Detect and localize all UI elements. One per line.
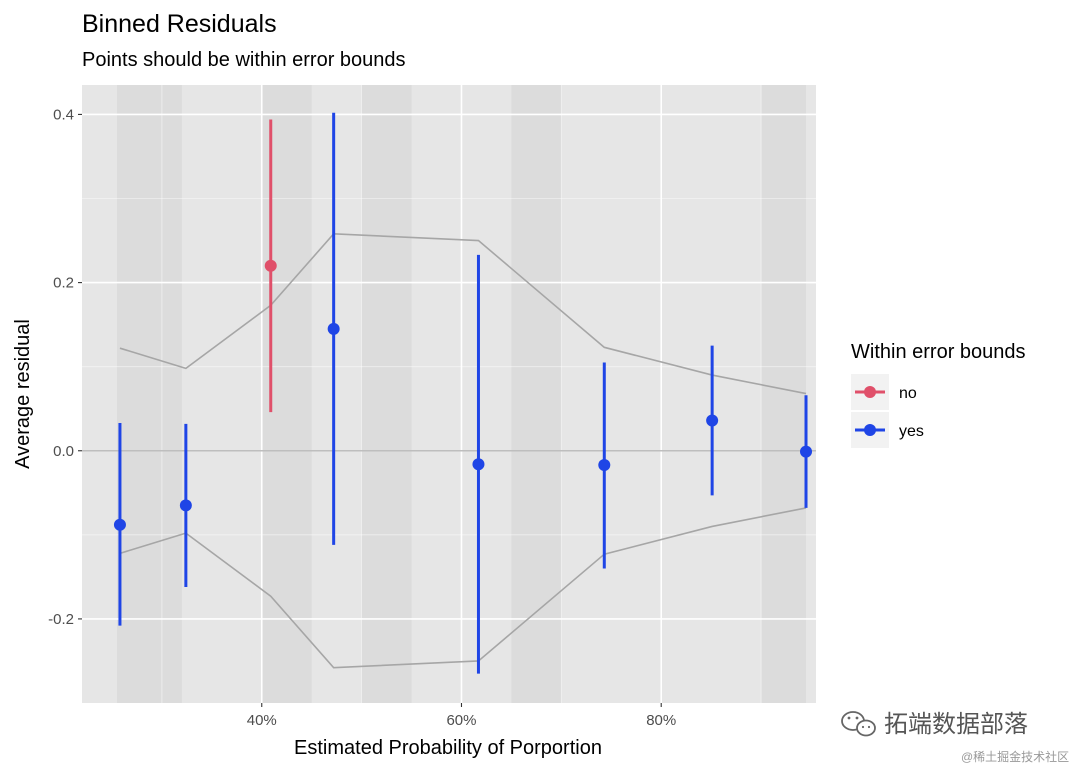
panel-background <box>82 85 816 703</box>
bin-shade <box>116 85 182 703</box>
legend-label-yes: yes <box>899 423 924 440</box>
y-tick-label: 0.2 <box>53 275 74 292</box>
bin-shade <box>511 85 562 703</box>
wechat-icon <box>841 711 876 737</box>
legend-key-point-yes <box>864 424 876 436</box>
residual-point-2 <box>179 499 192 512</box>
residual-point-3 <box>264 259 277 272</box>
residual-point-1 <box>113 518 126 531</box>
residual-point-7 <box>706 414 719 427</box>
legend-key-point-no <box>864 386 876 398</box>
y-tick-label: -0.2 <box>48 611 74 628</box>
watermark-text: 拓端数据部落 <box>884 711 1028 738</box>
residual-point-8 <box>800 445 813 458</box>
legend-title: Within error bounds <box>851 341 1026 363</box>
x-axis-ticks: 40% 60% 80% <box>247 703 676 729</box>
plot-panel <box>82 85 816 703</box>
watermark: 拓端数据部落 @稀土掘金技术社区 <box>841 711 1069 764</box>
y-axis-ticks: 0.4 0.2 0.0 -0.2 <box>48 106 82 628</box>
upper-error-bound-line <box>119 233 807 395</box>
x-tick-label: 40% <box>247 712 277 729</box>
y-tick-label: 0.0 <box>53 443 74 460</box>
residual-point-5 <box>472 458 485 471</box>
x-axis-title: Estimated Probability of Porportion <box>294 737 602 759</box>
x-tick-label: 60% <box>446 712 476 729</box>
residual-point-4 <box>327 322 340 335</box>
bin-shade <box>361 85 412 703</box>
y-axis-title: Average residual <box>12 319 34 469</box>
legend: Within error bounds no yes <box>851 341 1026 448</box>
x-tick-label: 80% <box>646 712 676 729</box>
bin-shade <box>761 85 807 703</box>
watermark-subtext: @稀土掘金技术社区 <box>961 749 1069 764</box>
chart-subtitle: Points should be within error bounds <box>82 49 406 71</box>
residual-point-6 <box>598 459 611 472</box>
chart-title: Binned Residuals <box>82 10 277 38</box>
lower-error-bound-line <box>119 507 807 669</box>
y-tick-label: 0.4 <box>53 106 74 123</box>
legend-label-no: no <box>899 385 917 402</box>
